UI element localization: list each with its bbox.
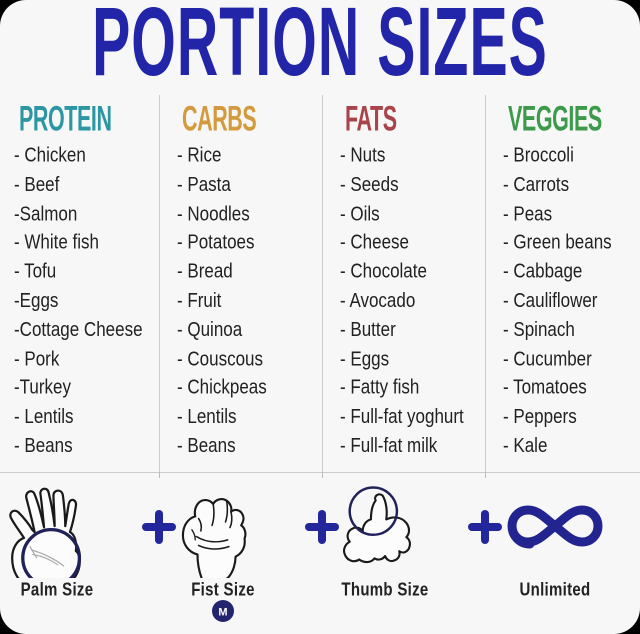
svg-text:M: M — [218, 607, 227, 619]
